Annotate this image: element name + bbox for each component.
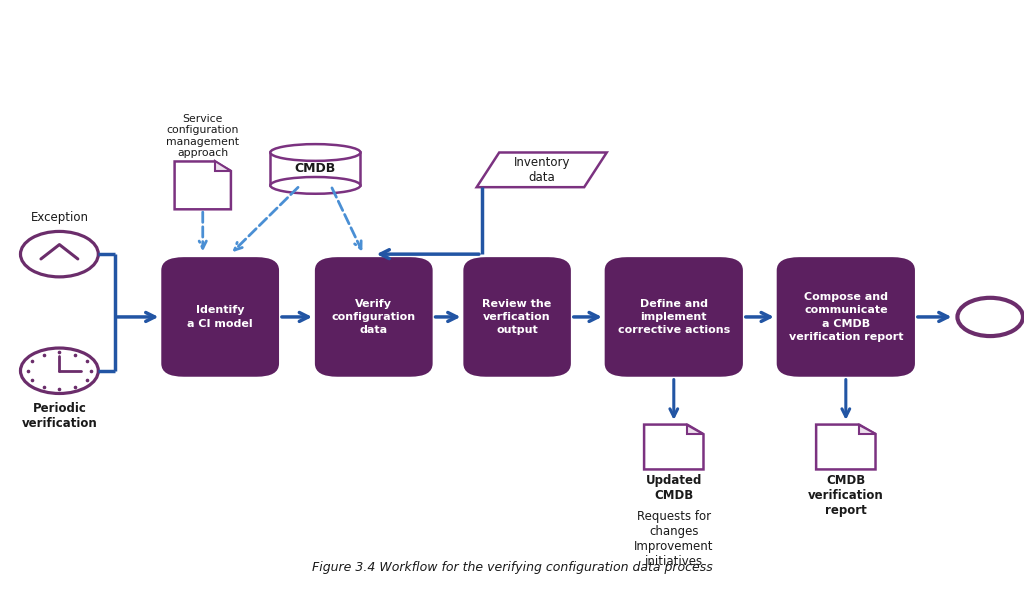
- Text: Improvement
initiatives: Improvement initiatives: [634, 540, 714, 568]
- Text: Updated
CMDB: Updated CMDB: [645, 474, 702, 502]
- Text: Figure 3.4 Workflow for the verifying configuration data process: Figure 3.4 Workflow for the verifying co…: [311, 561, 713, 574]
- FancyBboxPatch shape: [270, 152, 360, 185]
- Polygon shape: [687, 425, 703, 434]
- Text: Exception: Exception: [31, 211, 88, 224]
- Polygon shape: [859, 425, 876, 434]
- Polygon shape: [174, 161, 231, 209]
- Text: Identify
a CI model: Identify a CI model: [187, 306, 253, 328]
- Ellipse shape: [270, 177, 360, 194]
- FancyBboxPatch shape: [162, 257, 279, 377]
- Polygon shape: [477, 152, 606, 187]
- Text: Compose and
communicate
a CMDB
verification report: Compose and communicate a CMDB verificat…: [788, 292, 903, 341]
- Text: CMDB: CMDB: [295, 163, 336, 175]
- FancyBboxPatch shape: [463, 257, 571, 377]
- Text: CMDB
verification
report: CMDB verification report: [808, 474, 884, 517]
- Polygon shape: [644, 425, 703, 469]
- Text: Define and
implement
corrective actions: Define and implement corrective actions: [617, 299, 730, 335]
- Polygon shape: [816, 425, 876, 469]
- Text: Service
configuration
management
approach: Service configuration management approac…: [166, 114, 240, 158]
- Text: Verify
configuration
data: Verify configuration data: [332, 299, 416, 335]
- Ellipse shape: [270, 144, 360, 161]
- FancyBboxPatch shape: [604, 257, 743, 377]
- FancyBboxPatch shape: [315, 257, 432, 377]
- Text: Requests for
changes: Requests for changes: [637, 510, 711, 538]
- Polygon shape: [215, 161, 231, 171]
- FancyBboxPatch shape: [776, 257, 915, 377]
- Text: Inventory
data: Inventory data: [513, 156, 570, 184]
- Text: Periodic
verification: Periodic verification: [22, 402, 97, 431]
- Text: Review the
verfication
output: Review the verfication output: [482, 299, 552, 335]
